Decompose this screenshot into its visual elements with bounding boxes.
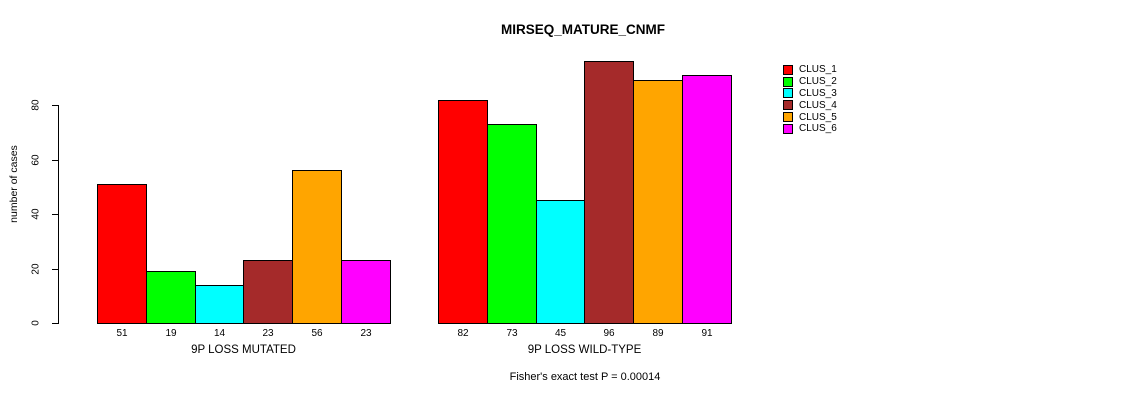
bar-clus_3-group2 — [536, 200, 585, 324]
y-tick-label: 40 — [30, 208, 42, 220]
legend-row: CLUS_5 — [783, 111, 837, 123]
y-axis-line — [58, 105, 59, 324]
bar-value-label: 19 — [165, 328, 177, 339]
bar-value-label: 96 — [603, 328, 615, 339]
y-tick-label: 0 — [30, 320, 42, 326]
bar-value-label: 73 — [506, 328, 518, 339]
legend-label: CLUS_4 — [799, 99, 837, 111]
y-tick-label: 60 — [30, 153, 42, 166]
bar-value-label: 23 — [360, 328, 372, 339]
y-tick-mark — [52, 105, 58, 106]
bar-value-label: 89 — [652, 328, 664, 339]
fisher-test-note: Fisher's exact test P = 0.00014 — [509, 371, 661, 383]
legend-row: CLUS_1 — [783, 64, 837, 76]
bar-value-label: 56 — [311, 328, 323, 339]
y-tick-mark — [52, 159, 58, 161]
bar-value-label: 51 — [116, 328, 128, 339]
bar-value-label: 23 — [262, 328, 274, 339]
bar-value-label: 91 — [701, 328, 713, 339]
y-tick-label: 80 — [30, 99, 42, 111]
legend-row: CLUS_3 — [783, 88, 837, 100]
bar-value-label: 82 — [457, 328, 469, 339]
bar-clus_6-group1 — [341, 260, 391, 324]
y-axis-label: number of cases — [8, 145, 20, 223]
legend-label: CLUS_1 — [799, 64, 837, 76]
y-tick-mark — [52, 268, 58, 270]
legend-label: CLUS_5 — [799, 111, 837, 123]
legend-swatch-icon — [783, 123, 793, 134]
legend-swatch-icon — [783, 112, 793, 123]
group-label: 9P LOSS WILD-TYPE — [527, 344, 642, 356]
chart-title: MIRSEQ_MATURE_CNMF — [500, 22, 666, 37]
legend-swatch-icon — [783, 64, 793, 75]
legend-row: CLUS_2 — [783, 76, 837, 88]
bar-clus_5-group1 — [292, 170, 342, 324]
legend: CLUS_1 CLUS_2 CLUS_3 CLUS_4 CLUS_5 CLUS_6 — [783, 64, 837, 135]
legend-row: CLUS_4 — [783, 99, 837, 111]
y-tick-label: 20 — [30, 262, 42, 275]
bar-clus_5-group2 — [633, 80, 683, 324]
bar-clus_2-group2 — [487, 124, 537, 324]
bar-clus_6-group2 — [682, 75, 732, 324]
y-tick-mark — [52, 323, 58, 324]
legend-swatch-icon — [783, 76, 793, 87]
legend-label: CLUS_6 — [799, 123, 837, 135]
bar-value-label: 14 — [213, 328, 226, 339]
legend-row: CLUS_6 — [783, 123, 837, 135]
legend-label: CLUS_2 — [799, 76, 837, 88]
y-tick-mark — [52, 214, 58, 215]
bar-clus_4-group2 — [584, 61, 634, 324]
bar-value-label: 45 — [554, 328, 567, 339]
bar-clus_1-group1 — [97, 184, 147, 324]
legend-label: CLUS_3 — [799, 87, 837, 99]
bar-clus_2-group1 — [146, 271, 196, 324]
legend-swatch-icon — [783, 88, 793, 99]
bar-clus_1-group2 — [438, 100, 488, 324]
group-label: 9P LOSS MUTATED — [191, 344, 296, 356]
legend-swatch-icon — [783, 100, 793, 111]
bar-clus_3-group1 — [195, 285, 244, 324]
bar-clus_4-group1 — [243, 260, 293, 324]
